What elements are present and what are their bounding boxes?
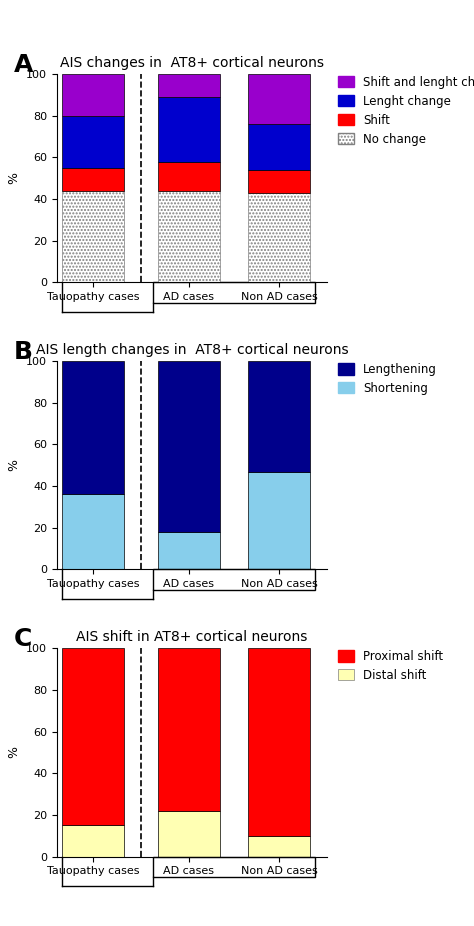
Bar: [62, 168, 124, 191]
Bar: [248, 170, 310, 193]
Bar: [248, 835, 310, 857]
Bar: [62, 648, 124, 825]
Title: AIS length changes in  AT8+ cortical neurons: AIS length changes in AT8+ cortical neur…: [36, 344, 348, 357]
Bar: [62, 825, 124, 857]
Bar: [248, 124, 310, 170]
Bar: [62, 74, 124, 116]
Text: B: B: [14, 340, 33, 364]
Bar: [158, 648, 220, 811]
Bar: [153, 857, 315, 878]
Text: C: C: [14, 628, 32, 651]
Legend: Lengthening, Shortening: Lengthening, Shortening: [338, 363, 437, 394]
Title: AIS shift in AT8+ cortical neurons: AIS shift in AT8+ cortical neurons: [76, 631, 308, 644]
Bar: [153, 569, 315, 591]
Bar: [62, 191, 124, 282]
Bar: [158, 97, 220, 161]
Bar: [248, 74, 310, 124]
Bar: [158, 361, 220, 532]
Bar: [158, 191, 220, 282]
Bar: [248, 648, 310, 835]
Bar: [158, 162, 220, 191]
Bar: [248, 361, 310, 471]
Bar: [158, 811, 220, 857]
Legend: Shift and lenght change, Lenght change, Shift, No change: Shift and lenght change, Lenght change, …: [338, 76, 474, 145]
Y-axis label: %: %: [8, 459, 20, 471]
Y-axis label: %: %: [8, 746, 20, 758]
Bar: [62, 494, 124, 569]
Bar: [248, 193, 310, 282]
Bar: [248, 471, 310, 569]
Bar: [153, 282, 315, 304]
Bar: [62, 116, 124, 168]
Bar: [158, 532, 220, 569]
Text: A: A: [14, 53, 33, 77]
Bar: [158, 74, 220, 97]
Bar: [62, 361, 124, 494]
Title: AIS changes in  AT8+ cortical neurons: AIS changes in AT8+ cortical neurons: [60, 56, 324, 70]
Y-axis label: %: %: [8, 172, 20, 184]
Legend: Proximal shift, Distal shift: Proximal shift, Distal shift: [338, 650, 443, 682]
